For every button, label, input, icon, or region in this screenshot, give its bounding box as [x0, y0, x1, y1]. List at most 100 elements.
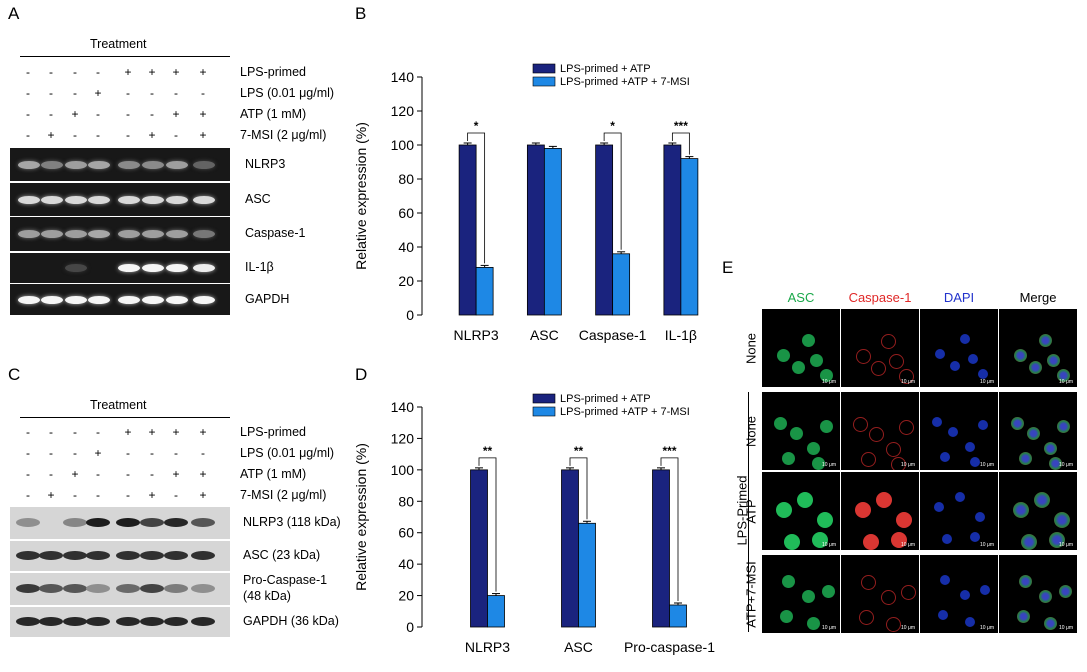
blot-band-2-4 — [116, 584, 140, 593]
gel-band-0-1 — [41, 160, 63, 169]
panel-e-cellblob-r3-c0-3 — [780, 610, 793, 623]
chartd-ytick-label-40: 40 — [398, 556, 414, 572]
sign-c-r3-l6: - — [174, 488, 178, 502]
sign-a-r1-l7: - — [201, 86, 205, 100]
sign-c-r1-l5: - — [150, 446, 154, 460]
panel-e-img-r2-c1: 10 μm — [841, 472, 919, 550]
sign-c-r0-l1: - — [49, 425, 53, 439]
chartb-sig-bracket-2 — [603, 132, 622, 250]
sign-c-r3-l1: + — [47, 488, 55, 502]
panel-e-scale-r1-c2: 10 μm — [980, 462, 994, 468]
panel-e-cellblob-r1-c1-2 — [886, 442, 901, 457]
sign-c-r0-l3: - — [96, 425, 100, 439]
panel-e-cellblob-r2-c2-4 — [970, 532, 980, 542]
sign-a-r0-l4: + — [124, 65, 132, 79]
chartb-bar-0-1 — [475, 266, 494, 316]
chartb-bar-1-0 — [526, 144, 545, 316]
sign-a-r3-l2: - — [73, 128, 77, 142]
blot-band-3-7 — [191, 617, 215, 626]
blot-band-3-2 — [63, 617, 87, 626]
blot-band-3-0 — [16, 617, 40, 626]
panel-e-cellblob-r0-c0-0 — [777, 349, 790, 362]
panel-e-cellblob-r1-c2-0 — [932, 417, 942, 427]
panel-e-cellblob-r3-c0-1 — [802, 590, 815, 603]
panel-e-img-r1-c3: 10 μm — [999, 392, 1077, 470]
panel-e-cellblob-r1-c3-3 — [1057, 420, 1070, 433]
panel-e-cellblob-r3-c2-0 — [940, 575, 950, 585]
sign-a-r1-l2: - — [73, 86, 77, 100]
sign-a-r1-l5: - — [150, 86, 154, 100]
panel-e-img-r1-c0: 10 μm — [762, 392, 840, 470]
chartb-xtick-label-3: IL-1β — [665, 327, 697, 343]
panel-e-scale-r0-c2: 10 μm — [980, 379, 994, 385]
chartb-ytick-label-140: 140 — [391, 69, 415, 85]
panel-e-scale-r3-c1: 10 μm — [901, 625, 915, 631]
gel-band-1-4 — [118, 195, 140, 204]
panel-d-label: D — [355, 365, 368, 384]
blot-3 — [10, 607, 230, 637]
sign-a-r3-l4: - — [126, 128, 130, 142]
blot-band-2-2 — [63, 584, 87, 593]
panel-e-cellblob-r2-c2-1 — [955, 492, 965, 502]
panel-e-cellblob-r1-c0-3 — [820, 420, 833, 433]
panel-c-label: C — [8, 365, 21, 384]
chartd-ytick-label-120: 120 — [391, 430, 415, 446]
sign-c-r2-l2: + — [71, 467, 79, 481]
panel-e-cellblob-r0-c0-4 — [802, 334, 815, 347]
panel-e-cellblob-r3-c2-2 — [980, 585, 990, 595]
sign-c-r2-l3: - — [96, 467, 100, 481]
panel-e-cellblob-r0-c2-0 — [935, 349, 945, 359]
panel-e-img-r3-c0: 10 μm — [762, 555, 840, 633]
gel-band-4-2 — [65, 295, 87, 304]
chartb-sig-bracket-3 — [671, 132, 690, 155]
panel-e-img-r3-c3: 10 μm — [999, 555, 1077, 633]
panel-e-cellblob-r3-c1-4 — [886, 617, 901, 632]
blot-band-2-7 — [191, 584, 215, 593]
panel-a-treatment-line — [20, 56, 230, 57]
panel-e-img-r3-c1: 10 μm — [841, 555, 919, 633]
panel-e-scale-r3-c3: 10 μm — [1059, 625, 1073, 631]
panel-e-cellblob-r2-c2-0 — [934, 502, 944, 512]
gel-band-3-5 — [142, 264, 164, 272]
chartd-bar-1-0 — [561, 469, 579, 628]
sign-c-r0-l7: + — [199, 425, 207, 439]
panel-e-cellblob-r3-c1-3 — [859, 610, 874, 625]
chartd-sig-bracket-2 — [660, 457, 679, 601]
chartb-bar-2-1 — [612, 253, 631, 316]
panel-e-scale-r3-c0: 10 μm — [822, 625, 836, 631]
gel-band-4-6 — [166, 295, 188, 304]
panel-e-cellblob-r2-c0-1 — [797, 492, 813, 508]
sign-a-r3-l6: - — [174, 128, 178, 142]
panel-e-cellblob-r1-c0-4 — [782, 452, 795, 465]
sign-c-r3-l2: - — [73, 488, 77, 502]
gel-band-0-6 — [166, 160, 188, 169]
panel-e-cellblob-r1-c1-4 — [861, 452, 876, 467]
gel-band-2-1 — [41, 230, 63, 238]
panel-e-cellblob-r1-c2-5 — [970, 457, 980, 467]
blot-label-2-1: (48 kDa) — [243, 589, 291, 603]
sign-c-r3-l0: - — [26, 488, 30, 502]
blot-band-0-6 — [164, 518, 188, 527]
panel-e-img-r2-c2: 10 μm — [920, 472, 998, 550]
panel-e-cellblob-r3-c0-2 — [822, 585, 835, 598]
gel-band-0-5 — [142, 160, 164, 169]
panel-e-scale-r1-c1: 10 μm — [901, 462, 915, 468]
panel-e-cellblob-r3-c2-1 — [960, 590, 970, 600]
chartd-sig-label-2: *** — [662, 444, 676, 458]
blot-band-0-5 — [140, 518, 164, 527]
chartb-legend-swatch-0 — [532, 63, 556, 74]
panel-e-cellblob-r3-c2-3 — [938, 610, 948, 620]
panel-e-cellblob-r0-c1-0 — [856, 349, 871, 364]
chartd-sig-bracket-1 — [569, 457, 588, 520]
panel-e-cellblob-r3-c1-2 — [901, 585, 916, 600]
blot-band-2-0 — [16, 584, 40, 593]
chartd-legend-label-0: LPS-primed + ATP — [560, 393, 651, 405]
panel-e-cellblob-r1-c2-2 — [965, 442, 975, 452]
panel-e-col-2: DAPI — [943, 290, 975, 305]
blot-band-1-7 — [191, 551, 215, 560]
panel-e-cellblob-r2-c2-3 — [942, 534, 952, 544]
panel-e-img-r2-c0: 10 μm — [762, 472, 840, 550]
panel-e-img-r1-c2: 10 μm — [920, 392, 998, 470]
gel-3 — [10, 253, 230, 283]
sign-a-r2-l6: + — [172, 107, 180, 121]
